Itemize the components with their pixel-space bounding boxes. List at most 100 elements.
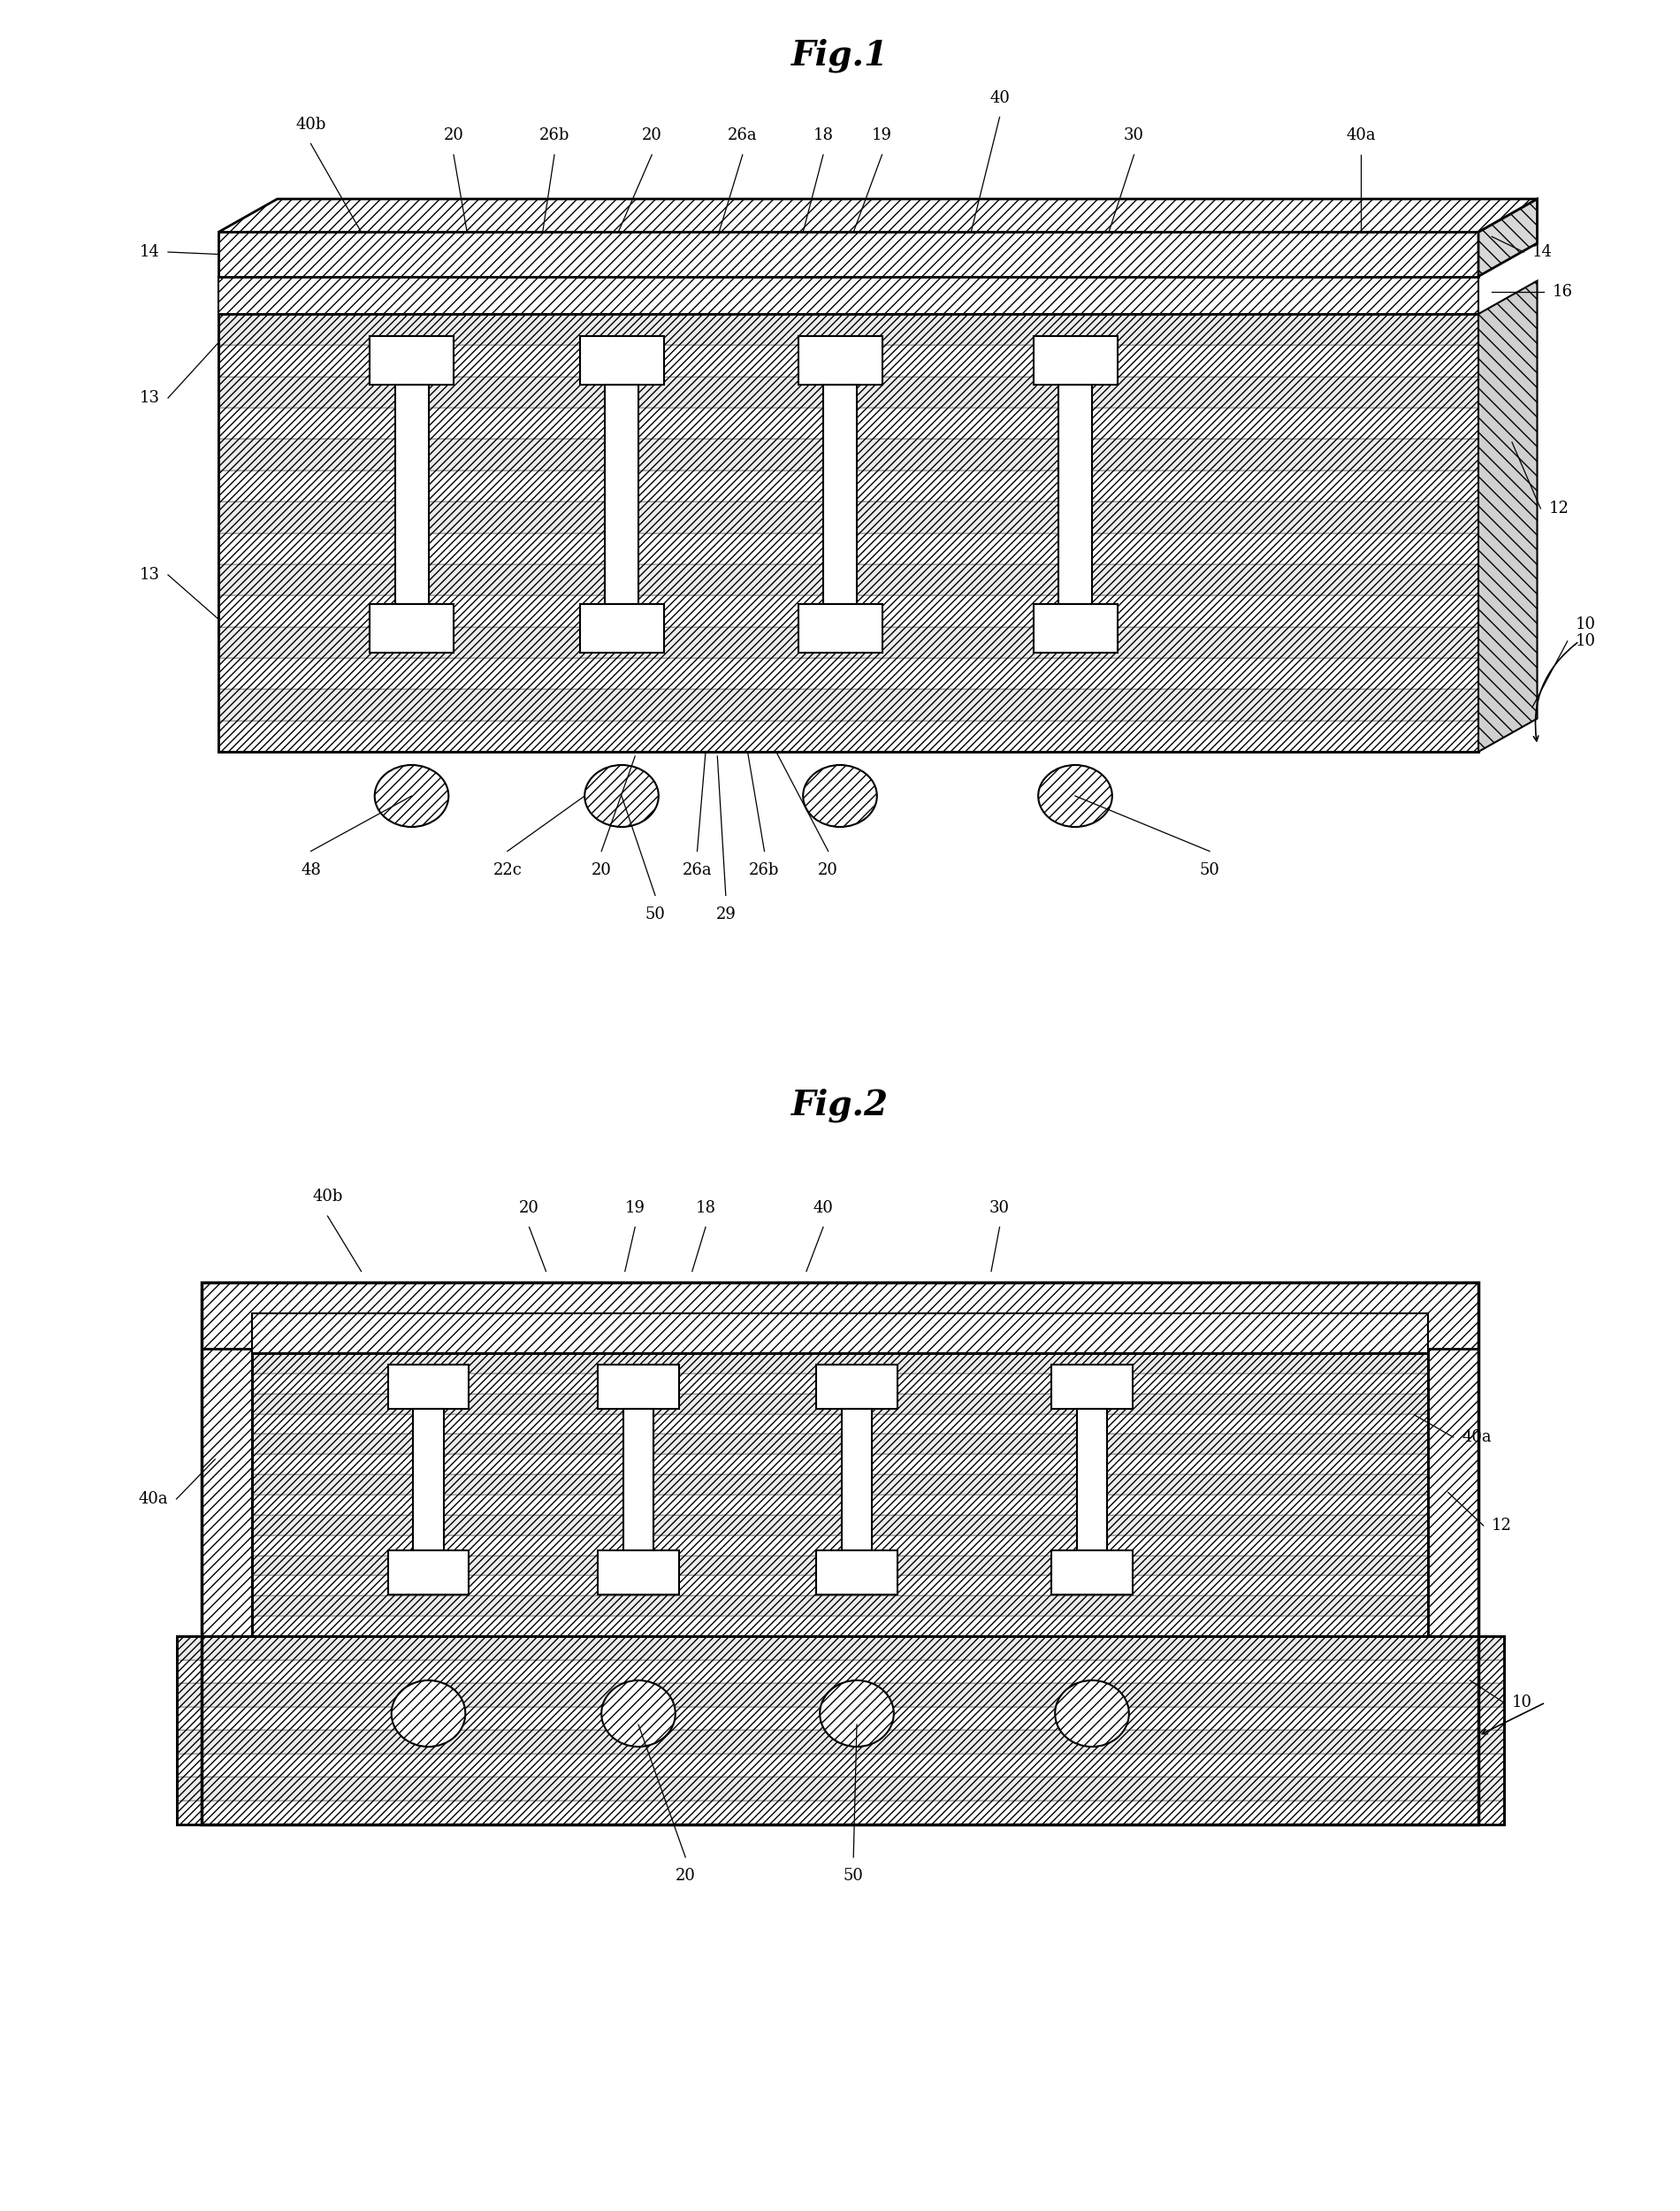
Text: Fig.2: Fig.2 xyxy=(791,1088,889,1123)
Bar xyxy=(370,336,454,385)
Text: 12: 12 xyxy=(1492,1517,1512,1534)
Bar xyxy=(580,336,664,385)
Bar xyxy=(388,1364,469,1408)
Text: 13: 13 xyxy=(139,566,160,584)
Bar xyxy=(202,1282,1478,1824)
Bar xyxy=(218,345,1478,376)
Bar xyxy=(176,1729,1504,1753)
Bar xyxy=(252,1596,1428,1616)
Bar xyxy=(823,385,857,604)
Bar xyxy=(395,385,428,604)
Bar xyxy=(218,659,1478,690)
Bar xyxy=(1428,1282,1478,1824)
Bar xyxy=(1033,604,1117,652)
Bar xyxy=(598,1364,679,1408)
Text: 48: 48 xyxy=(301,862,321,878)
Text: 40b: 40b xyxy=(296,117,326,133)
Text: 12: 12 xyxy=(1549,500,1569,517)
Bar xyxy=(413,1408,444,1550)
Ellipse shape xyxy=(820,1680,894,1747)
Bar xyxy=(218,564,1478,595)
Bar xyxy=(252,1353,1428,1636)
Text: 16: 16 xyxy=(1552,283,1572,301)
Text: 10: 10 xyxy=(1512,1694,1532,1711)
Text: 18: 18 xyxy=(696,1201,716,1216)
Text: 50: 50 xyxy=(645,907,665,922)
Text: 40a: 40a xyxy=(1462,1428,1492,1446)
Bar xyxy=(623,1408,654,1550)
Bar xyxy=(218,407,1478,440)
Bar xyxy=(580,604,664,652)
Text: 30: 30 xyxy=(990,1201,1010,1216)
Text: 26a: 26a xyxy=(727,128,758,144)
Bar xyxy=(1052,1550,1132,1594)
Text: 20: 20 xyxy=(675,1868,696,1884)
Bar xyxy=(218,626,1478,659)
Text: 40: 40 xyxy=(990,91,1010,106)
Bar xyxy=(252,1495,1428,1515)
Bar xyxy=(176,1636,1504,1824)
Text: 18: 18 xyxy=(813,128,833,144)
Bar xyxy=(202,1282,1478,1349)
Text: 13: 13 xyxy=(139,389,160,407)
Bar xyxy=(252,1353,1428,1373)
Bar xyxy=(252,1534,1428,1554)
Bar xyxy=(218,502,1478,533)
Text: 29: 29 xyxy=(716,907,736,922)
Text: 14: 14 xyxy=(1532,243,1552,261)
Polygon shape xyxy=(1478,281,1537,752)
Text: 40b: 40b xyxy=(312,1190,343,1205)
Bar xyxy=(252,1313,1428,1353)
Bar xyxy=(176,1683,1504,1707)
Bar xyxy=(252,1353,1428,1636)
Bar xyxy=(1077,1408,1107,1550)
Bar xyxy=(252,1475,1428,1495)
Ellipse shape xyxy=(585,765,659,827)
Text: 50: 50 xyxy=(1200,862,1220,878)
Bar xyxy=(1058,385,1092,604)
Bar xyxy=(605,385,638,604)
Bar xyxy=(252,1435,1428,1455)
Text: 10: 10 xyxy=(1576,632,1596,650)
Text: 20: 20 xyxy=(444,128,464,144)
Bar xyxy=(598,1550,679,1594)
Bar xyxy=(252,1616,1428,1636)
Bar xyxy=(1052,1364,1132,1408)
Text: Fig.1: Fig.1 xyxy=(791,38,889,73)
Text: 19: 19 xyxy=(625,1201,645,1216)
Bar xyxy=(252,1554,1428,1576)
Ellipse shape xyxy=(1055,1680,1129,1747)
Text: 19: 19 xyxy=(872,128,892,144)
Text: 30: 30 xyxy=(1124,128,1144,144)
Text: 26b: 26b xyxy=(539,128,570,144)
Bar xyxy=(218,276,1478,314)
Bar xyxy=(1033,336,1117,385)
Bar xyxy=(218,471,1478,502)
Text: 10: 10 xyxy=(1576,617,1596,632)
Text: 26b: 26b xyxy=(749,862,780,878)
Bar xyxy=(252,1373,1428,1393)
Text: 20: 20 xyxy=(642,128,662,144)
Bar xyxy=(176,1636,1504,1824)
Bar xyxy=(218,533,1478,564)
Bar xyxy=(816,1364,897,1408)
Bar xyxy=(202,1282,252,1824)
Polygon shape xyxy=(1478,199,1537,276)
Ellipse shape xyxy=(601,1680,675,1747)
Text: 40: 40 xyxy=(813,1201,833,1216)
Bar xyxy=(218,690,1478,721)
Bar xyxy=(370,604,454,652)
Bar xyxy=(252,1393,1428,1413)
Bar xyxy=(218,314,1478,752)
Bar xyxy=(388,1550,469,1594)
Bar xyxy=(176,1753,1504,1778)
Text: 14: 14 xyxy=(139,243,160,261)
Text: 20: 20 xyxy=(519,1201,539,1216)
Bar xyxy=(218,314,1478,752)
Bar xyxy=(176,1660,1504,1683)
Bar xyxy=(176,1778,1504,1800)
Bar xyxy=(252,1576,1428,1596)
Text: 20: 20 xyxy=(818,862,838,878)
Bar xyxy=(218,232,1478,276)
Bar xyxy=(842,1408,872,1550)
